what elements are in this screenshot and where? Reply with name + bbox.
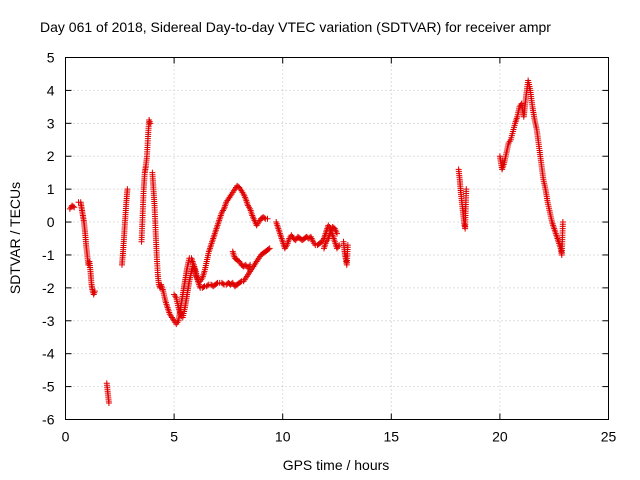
chart-title: Day 061 of 2018, Sidereal Day-to-day VTE…: [40, 19, 551, 35]
data-point: [261, 214, 268, 221]
x-tick-label: 0: [62, 429, 70, 445]
data-point: [336, 242, 343, 249]
data-point: [559, 219, 566, 226]
data-points: [66, 77, 566, 407]
data-point: [70, 203, 77, 210]
y-tick-label: 1: [47, 181, 55, 197]
y-tick-label: 4: [47, 82, 55, 98]
data-point: [265, 246, 272, 253]
data-point: [200, 284, 207, 291]
data-point: [213, 280, 220, 287]
y-tick-label: -1: [42, 247, 55, 263]
y-axis-label: SDTVAR / TECUs: [7, 182, 23, 294]
data-point: [91, 288, 98, 295]
data-point: [124, 186, 131, 193]
data-point: [247, 261, 254, 268]
x-tick-label: 10: [275, 429, 291, 445]
x-tick-labels: 0 5 10 15 20 25: [62, 429, 617, 445]
y-tick-label: -6: [42, 412, 55, 428]
x-axis-label: GPS time / hours: [283, 457, 390, 473]
x-tick-label: 5: [170, 429, 178, 445]
plot-frame: [65, 57, 609, 420]
y-tick-label: -4: [42, 346, 55, 362]
data-point: [264, 215, 271, 222]
x-tick-label: 20: [492, 429, 508, 445]
x-tick-label: 25: [601, 429, 617, 445]
data-point: [344, 242, 351, 249]
x-tick-label: 15: [384, 429, 400, 445]
y-tick-label: -3: [42, 313, 55, 329]
y-tick-label: -5: [42, 379, 55, 395]
y-tick-labels: 5 4 3 2 1 0 -1 -2 -3 -4 -5 -6: [42, 50, 55, 428]
grid-lines: [65, 57, 609, 420]
axis-ticks: [65, 57, 609, 420]
data-point: [266, 245, 273, 252]
data-point: [334, 230, 340, 237]
data-point: [463, 186, 470, 193]
y-tick-label: -2: [42, 280, 55, 296]
y-tick-label: 5: [47, 50, 55, 66]
y-tick-label: 3: [47, 115, 55, 131]
y-tick-label: 0: [47, 214, 55, 230]
y-tick-label: 2: [47, 148, 55, 164]
data-point: [237, 279, 244, 286]
data-point: [147, 120, 154, 127]
data-point: [71, 204, 78, 211]
data-point: [105, 400, 112, 407]
